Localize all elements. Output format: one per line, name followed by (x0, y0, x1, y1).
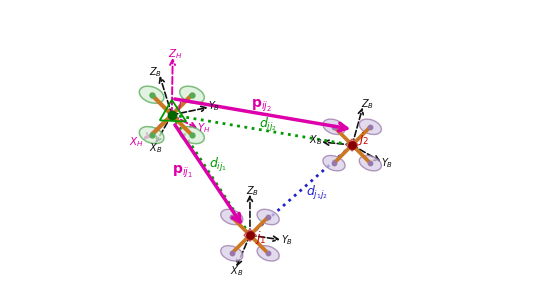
Text: $j_1$: $j_1$ (255, 229, 266, 246)
Text: $i$: $i$ (177, 98, 183, 113)
Ellipse shape (257, 246, 279, 261)
Text: $Z_B$: $Z_B$ (246, 184, 259, 198)
Text: $Z_H$: $Z_H$ (168, 47, 183, 61)
Ellipse shape (221, 209, 243, 225)
Ellipse shape (323, 119, 345, 134)
Text: $d_{ij_2}$: $d_{ij_2}$ (259, 116, 277, 134)
Ellipse shape (139, 86, 164, 103)
Text: $Z_B$: $Z_B$ (360, 97, 374, 111)
Text: $j_2$: $j_2$ (358, 130, 369, 147)
Text: $\mathbf{p}_{ij_1}$: $\mathbf{p}_{ij_1}$ (172, 164, 193, 180)
Polygon shape (346, 139, 358, 151)
Ellipse shape (359, 119, 382, 134)
Text: $Y_B$: $Y_B$ (281, 233, 293, 246)
Ellipse shape (139, 127, 164, 144)
Text: $X_H$: $X_H$ (129, 136, 144, 149)
Text: $Z_B$: $Z_B$ (149, 65, 162, 79)
Text: $Y_B$: $Y_B$ (208, 99, 221, 113)
Ellipse shape (221, 246, 243, 261)
Text: $X_B$: $X_B$ (230, 264, 243, 278)
Polygon shape (244, 229, 256, 241)
Ellipse shape (359, 156, 382, 171)
Text: $d_{j_1j_2}$: $d_{j_1j_2}$ (306, 184, 328, 202)
Ellipse shape (257, 209, 279, 225)
Text: $X_B$: $X_B$ (149, 141, 162, 155)
Text: $\mathbf{p}_{ij_2}$: $\mathbf{p}_{ij_2}$ (251, 98, 273, 114)
Text: $Y_H$: $Y_H$ (197, 121, 211, 135)
Text: $d_{ij_1}$: $d_{ij_1}$ (209, 156, 228, 174)
Text: $Y_B$: $Y_B$ (381, 156, 393, 170)
Text: $X_B$: $X_B$ (309, 133, 322, 147)
Ellipse shape (323, 156, 345, 171)
Ellipse shape (180, 127, 204, 144)
Ellipse shape (180, 86, 204, 103)
